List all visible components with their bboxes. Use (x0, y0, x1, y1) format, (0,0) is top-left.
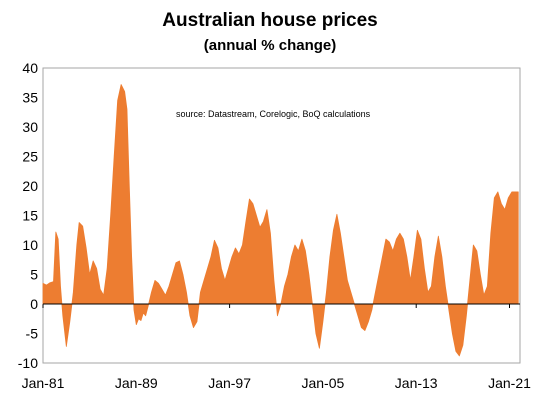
x-axis: Jan-81 Jan-89 Jan-97 Jan-05 Jan-13 Jan-21 (22, 304, 531, 391)
chart-title: Australian house prices (162, 10, 377, 31)
source-annotation: source: Datastream, Corelogic, BoQ calcu… (176, 109, 371, 119)
x-tick-label: Jan-97 (208, 375, 251, 391)
y-tick-label: 30 (22, 119, 38, 135)
y-tick-label: 10 (22, 237, 38, 253)
y-tick-label: 40 (22, 60, 38, 76)
y-tick-label: 15 (22, 208, 38, 224)
x-tick-label: Jan-05 (301, 375, 344, 391)
y-tick-label: 0 (30, 296, 38, 312)
x-tick-label: Jan-21 (488, 375, 531, 391)
x-tick-label: Jan-89 (115, 375, 158, 391)
y-tick-label: -10 (18, 355, 38, 371)
y-tick-label: -5 (26, 326, 39, 342)
y-tick-label: 35 (22, 90, 38, 106)
y-tick-label: 5 (30, 267, 38, 283)
y-tick-label: 25 (22, 149, 38, 165)
y-tick-label: 20 (22, 178, 38, 194)
series-layer (42, 84, 519, 357)
plot-area-frame (42, 67, 521, 364)
x-tick-label: Jan-13 (395, 375, 438, 391)
chart-subtitle: (annual % change) (204, 37, 337, 54)
x-tick-label: Jan-81 (22, 375, 65, 391)
y-axis: 40 35 30 25 20 15 10 5 0 -5 -10 (18, 60, 38, 371)
series-area (42, 84, 519, 357)
